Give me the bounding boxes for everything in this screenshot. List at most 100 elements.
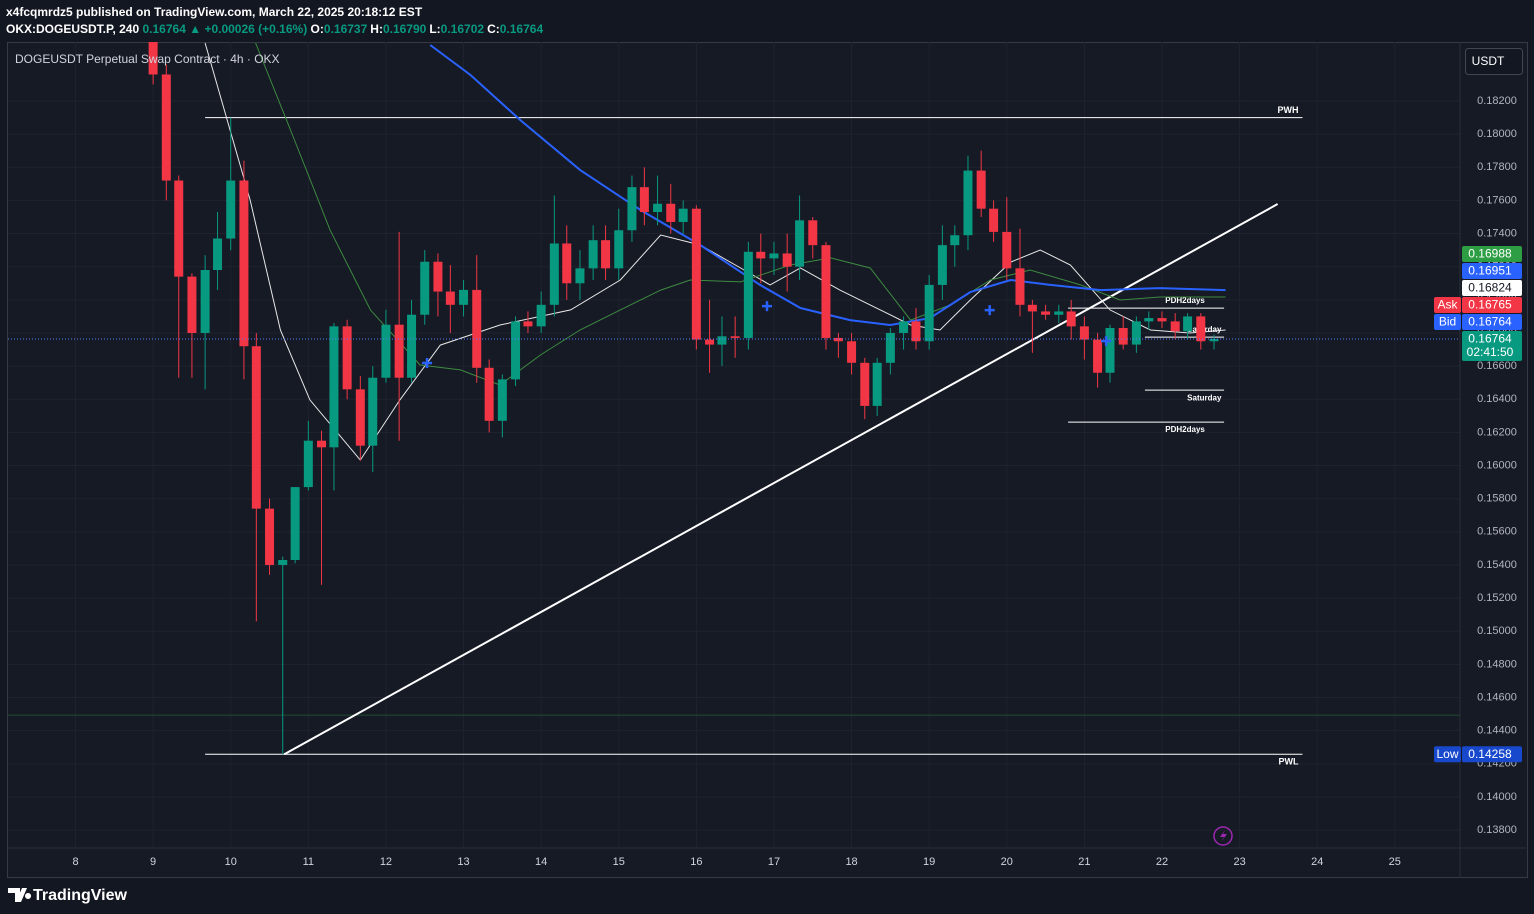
price-label-bg	[1462, 313, 1522, 330]
x-tick-label: 8	[72, 856, 78, 868]
price-tag: Ask	[1437, 298, 1458, 312]
x-tick-label: 15	[613, 856, 625, 868]
candle-body	[549, 243, 559, 305]
price-label-bg	[1462, 279, 1522, 296]
x-tick-label: 25	[1389, 856, 1401, 868]
candle-body	[872, 362, 882, 406]
candle-body	[1183, 316, 1193, 332]
x-tick-label: 12	[380, 856, 392, 868]
price-tag: Bid	[1439, 315, 1456, 329]
brand-logo	[8, 888, 32, 902]
candle-body	[601, 240, 611, 269]
price-label: 0.14258	[1468, 747, 1512, 761]
x-tick-label: 18	[845, 856, 857, 868]
x-tick-label: 11	[303, 856, 314, 868]
ohlc-label: O:	[310, 22, 324, 36]
candle-body	[639, 187, 649, 213]
ohlc: O:0.16737 H:0.16790 L:0.16702 C:0.16764	[311, 22, 547, 36]
ohlc-label: C:	[487, 22, 500, 36]
currency-button[interactable]	[1465, 48, 1523, 75]
candle-body	[355, 389, 365, 446]
x-tick-label: 20	[1001, 856, 1013, 868]
signal-marker	[422, 357, 433, 368]
candle-body	[161, 74, 171, 181]
candle-body	[536, 304, 546, 327]
candle-body	[290, 487, 300, 561]
candle-body	[1170, 321, 1180, 332]
x-tick-label: 24	[1311, 856, 1323, 868]
level-label: Saturday	[1187, 393, 1222, 402]
candle-body	[394, 324, 404, 378]
currency[interactable]: USDT	[1472, 54, 1505, 68]
alert-icon[interactable]	[1213, 826, 1233, 846]
candle-body	[148, 42, 158, 75]
candle-body	[1157, 318, 1167, 322]
y-tick-label: 0.16400	[1477, 393, 1517, 405]
x-tick-label: 10	[225, 856, 237, 868]
alert-bolt	[1220, 830, 1227, 842]
x-tick-label: 21	[1078, 856, 1090, 868]
y-tick-label: 0.17600	[1477, 194, 1517, 206]
grid	[8, 42, 1460, 848]
candle-body	[1079, 326, 1089, 340]
candle-body	[614, 230, 624, 269]
x-tick-label: 16	[690, 856, 702, 868]
header: x4fcqmrdz5 published on TradingView.com,…	[6, 4, 546, 38]
candle-body	[963, 170, 973, 236]
change: ▲ +0.00026 (+0.16%)	[189, 22, 308, 36]
candle-body	[303, 440, 313, 488]
candle-body	[950, 235, 960, 246]
candle-body	[575, 268, 585, 284]
candle-body	[497, 379, 507, 421]
candle-body	[1093, 339, 1103, 373]
price-label: 0.16765	[1468, 298, 1512, 312]
candle-body	[976, 170, 986, 209]
brand: TradingView	[33, 887, 128, 904]
candle-body	[911, 321, 921, 342]
x-tick-label: 13	[457, 856, 469, 868]
price-tag-bg	[1434, 296, 1461, 313]
candle-body	[200, 270, 210, 333]
candle-body	[317, 440, 327, 448]
indicator-line	[429, 44, 1226, 327]
y-tick-label: 0.17400	[1477, 227, 1517, 239]
candle-body	[484, 367, 494, 421]
candle-body	[691, 208, 701, 340]
y-tick-label: 0.16600	[1477, 360, 1517, 372]
candle-body	[588, 240, 598, 269]
candle-body	[678, 208, 688, 222]
candle-body	[899, 321, 909, 333]
candle-body	[885, 332, 895, 363]
candle-body	[329, 326, 339, 448]
price-label-bg	[1462, 746, 1522, 763]
y-tick-label: 0.16200	[1477, 426, 1517, 438]
y-tick-label: 0.15400	[1477, 559, 1517, 571]
candle-body	[562, 243, 572, 284]
price-timer: 02:41:50	[1467, 345, 1514, 359]
signal-marker	[1101, 336, 1112, 347]
y-tick-label: 0.15800	[1477, 493, 1517, 505]
y-tick-label: 0.18200	[1477, 95, 1517, 107]
signal-marker	[984, 305, 995, 316]
candle-body	[445, 291, 455, 305]
price-label: 0.16764	[1468, 315, 1512, 329]
candle-body	[1144, 318, 1154, 322]
x-tick-label: 9	[150, 856, 156, 868]
x-tick-label: 17	[768, 856, 780, 868]
price-tag-bg	[1434, 313, 1461, 330]
y-tick-label: 0.15000	[1477, 625, 1517, 637]
candle-body	[989, 208, 999, 232]
price-label-bg	[1462, 296, 1522, 313]
ohlc-value: 0.16764	[499, 22, 544, 36]
candle-body	[459, 289, 469, 305]
axes: 0.182000.180000.178000.176000.174000.172…	[72, 95, 1522, 868]
candle-body	[472, 289, 482, 368]
candle-body	[1131, 321, 1141, 345]
candle-body	[756, 251, 766, 259]
candle-body	[795, 220, 805, 267]
candle-body	[523, 321, 533, 327]
chart-frame	[7, 42, 1528, 878]
candle-body	[278, 560, 288, 565]
